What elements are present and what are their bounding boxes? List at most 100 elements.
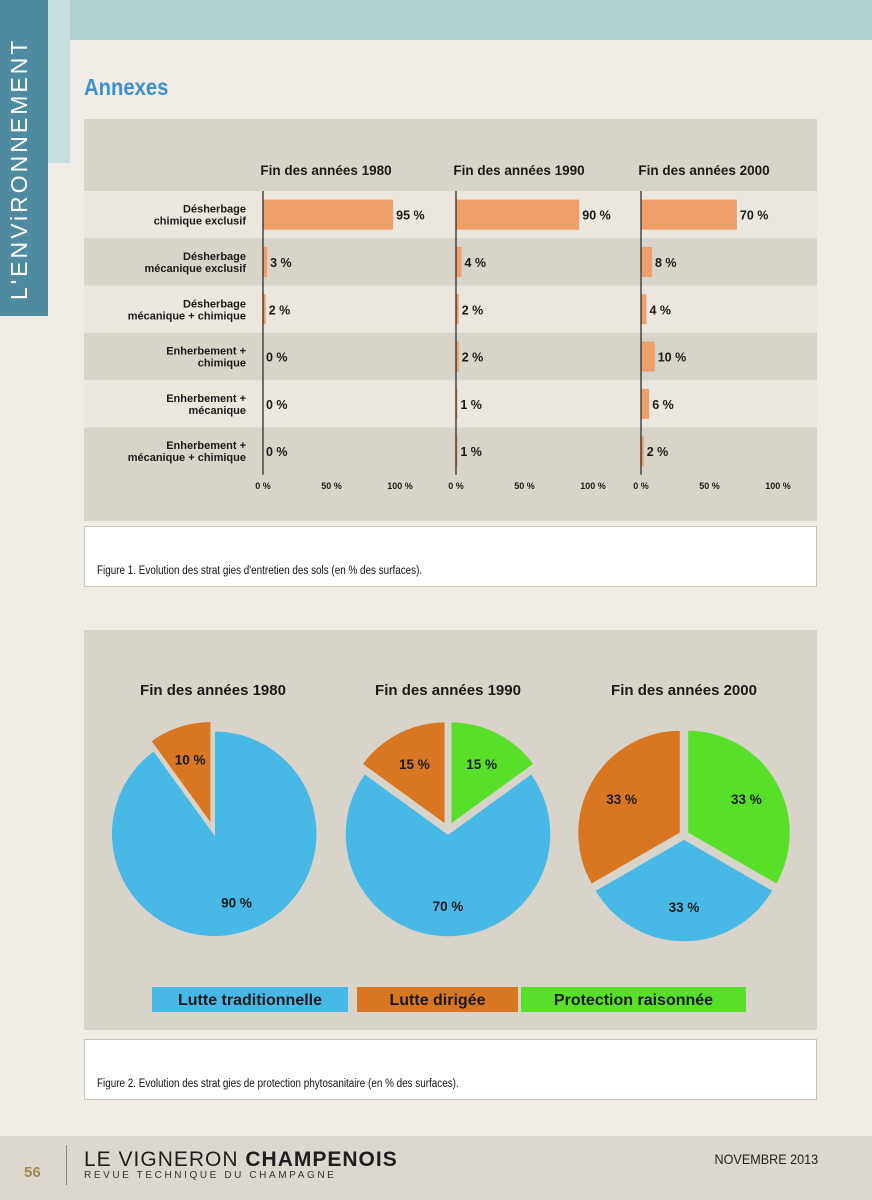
category-label-line-2: mécanique + chimique xyxy=(128,310,246,322)
bar-value-label: 70 % xyxy=(740,209,769,223)
chart-row-band xyxy=(84,238,817,286)
publication-tagline: REVUE TECHNIQUE DU CHAMPAGNE xyxy=(84,1170,337,1181)
figure-2-caption-box: Figure 2. Evolution des strat gies de pr… xyxy=(84,1039,817,1100)
category-label-line-1: Enherbement + xyxy=(166,440,246,452)
bar-value-label: 95 % xyxy=(396,209,425,223)
bar-value-label: 2 % xyxy=(462,351,484,365)
bar xyxy=(641,199,737,230)
x-tick-label: 50 % xyxy=(514,481,535,491)
pie-slice-label: 70 % xyxy=(433,899,464,914)
bar-value-label: 6 % xyxy=(652,398,674,412)
pie-slice-label: 33 % xyxy=(731,792,762,807)
bar xyxy=(263,199,394,230)
pie-title: Fin des années 2000 xyxy=(611,682,757,699)
panel-title: Fin des années 1990 xyxy=(453,163,584,178)
chart-row-band xyxy=(84,380,817,428)
panel-title: Fin des années 2000 xyxy=(638,163,769,178)
section-side-tab: L'ENViRONNEMENT xyxy=(0,0,48,316)
publication-name-light: LE VIGNERON xyxy=(84,1148,246,1171)
category-label-line-1: Enherbement + xyxy=(166,346,246,358)
x-tick-label: 100 % xyxy=(580,481,606,491)
x-tick-label: 0 % xyxy=(255,481,271,491)
category-label-line-2: mécanique xyxy=(189,405,246,417)
x-tick-label: 50 % xyxy=(321,481,342,491)
page-number: 56 xyxy=(24,1164,41,1181)
pie-title: Fin des années 1990 xyxy=(375,682,521,699)
bar-value-label: 0 % xyxy=(266,398,288,412)
bar xyxy=(641,246,652,277)
category-label-line-2: chimique xyxy=(198,358,246,370)
pie-slice xyxy=(360,720,447,827)
pie-slice xyxy=(576,729,682,886)
bar xyxy=(641,341,655,372)
bar xyxy=(456,341,459,372)
pie-chart-svg: Fin des années 1980 90 % 10 % Fin des année… xyxy=(110,682,792,1012)
bar xyxy=(641,388,650,419)
figure-1-chart: Désherbage chimique exclusif Désherbage méc… xyxy=(84,119,817,521)
bar xyxy=(456,388,458,419)
pie-slice-label: 33 % xyxy=(669,900,700,915)
bar xyxy=(641,436,644,467)
panel-title: Fin des années 1980 xyxy=(260,163,391,178)
figure-2-caption: Figure 2. Evolution des strat gies de pr… xyxy=(97,1078,459,1090)
bar xyxy=(641,294,647,325)
bar-value-label: 3 % xyxy=(270,256,292,270)
category-label-line-1: Désherbage xyxy=(183,298,246,310)
pie-slice-label: 33 % xyxy=(606,792,637,807)
pie-slice xyxy=(110,730,318,938)
x-tick-label: 100 % xyxy=(387,481,413,491)
bar-value-label: 1 % xyxy=(460,398,482,412)
pie-slice-label: 15 % xyxy=(399,757,430,772)
pie-slice xyxy=(449,720,536,827)
bar-value-label: 0 % xyxy=(266,445,288,459)
pie-slice xyxy=(344,772,552,938)
bar-value-label: 0 % xyxy=(266,351,288,365)
bar-value-label: 2 % xyxy=(647,445,669,459)
x-tick-label: 50 % xyxy=(699,481,720,491)
x-tick-label: 0 % xyxy=(633,481,649,491)
legend-label: Protection raisonnée xyxy=(554,992,713,1009)
page-footer xyxy=(0,1136,872,1200)
chart-row-band xyxy=(84,427,817,475)
figure-1-caption-box: Figure 1. Evolution des strat gies d'ent… xyxy=(84,526,817,587)
bar-value-label: 4 % xyxy=(464,256,486,270)
chart-row-band xyxy=(84,285,817,333)
category-label-line-1: Enherbement + xyxy=(166,393,246,405)
publication-name: LE VIGNERON CHAMPENOIS xyxy=(84,1148,398,1172)
bar xyxy=(456,436,458,467)
page-title: Annexes xyxy=(84,74,169,100)
publication-name-bold: CHAMPENOIS xyxy=(245,1148,398,1171)
pie-slice-label: 90 % xyxy=(221,895,252,910)
footer-divider xyxy=(66,1145,67,1185)
pie-title: Fin des années 1980 xyxy=(140,682,286,699)
x-tick-label: 100 % xyxy=(765,481,791,491)
category-label-line-2: chimique exclusif xyxy=(154,216,247,228)
bar xyxy=(456,199,580,230)
bar-value-label: 2 % xyxy=(462,303,484,317)
legend-swatch xyxy=(521,987,746,1012)
issue-date: NOVEMBRE 2013 xyxy=(714,1151,818,1167)
bar-value-label: 10 % xyxy=(658,351,687,365)
legend-label: Lutte traditionnelle xyxy=(178,992,322,1009)
legend-swatch xyxy=(152,987,348,1012)
pie-slice-label: 15 % xyxy=(466,757,497,772)
pie-slice-label: 10 % xyxy=(175,753,206,768)
bar-value-label: 4 % xyxy=(649,303,671,317)
chart-row-band xyxy=(84,332,817,381)
bar-value-label: 1 % xyxy=(460,445,482,459)
bar xyxy=(456,246,462,277)
figure-2-chart: Fin des années 1980 90 % 10 % Fin des année… xyxy=(84,630,817,1030)
bar xyxy=(263,246,268,277)
bar xyxy=(456,294,459,325)
legend-label: Lutte dirigée xyxy=(389,992,485,1009)
bar-value-label: 2 % xyxy=(269,303,291,317)
bar-value-label: 90 % xyxy=(582,209,611,223)
pie-slice xyxy=(149,720,212,827)
category-label-line-1: Désherbage xyxy=(183,251,246,263)
bar xyxy=(263,294,266,325)
top-header-band xyxy=(70,0,872,40)
category-label-line-2: mécanique exclusif xyxy=(145,263,247,275)
pie-slice xyxy=(686,729,792,886)
figure-1-caption: Figure 1. Evolution des strat gies d'ent… xyxy=(97,565,423,577)
